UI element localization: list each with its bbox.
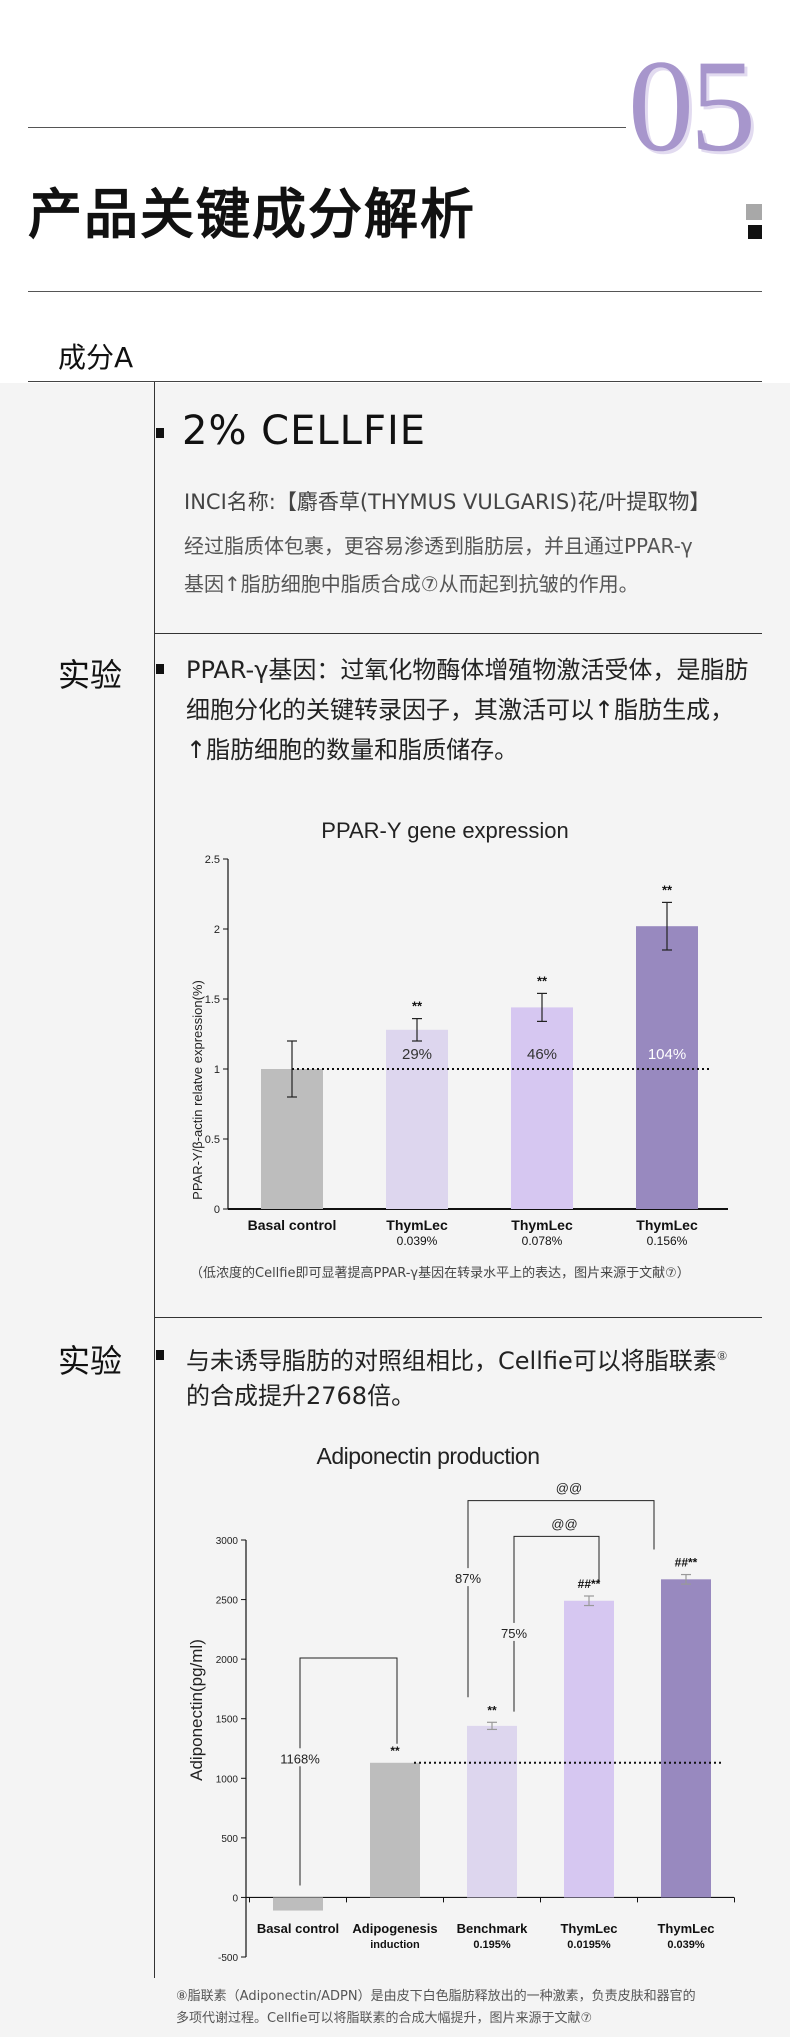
category-sublabel: 0.039%: [667, 1939, 705, 1951]
comparison-bracket: [299, 1657, 398, 1886]
category-sublabel: induction: [370, 1939, 420, 1951]
comparison-label: 87%: [455, 1571, 481, 1586]
y-tick-label: -500: [218, 1953, 238, 1964]
comparison-top-label: @@: [551, 1516, 577, 1531]
category-label: Basal control: [248, 1217, 337, 1233]
bar: [511, 1007, 573, 1209]
section-number: 05: [628, 32, 756, 179]
significance-label: ##**: [578, 1577, 601, 1591]
y-tick-label: 2000: [216, 1655, 239, 1666]
bar: [370, 1762, 420, 1898]
section-label: 成分A: [58, 341, 134, 374]
category-sublabel: 0.156%: [647, 1234, 688, 1248]
significance-label: ##**: [675, 1556, 698, 1570]
header-rule-top: [28, 127, 626, 128]
bar: [467, 1725, 517, 1898]
chart1-ylabel: PPAR-Υ/β-actin relatve expression(%): [190, 980, 205, 1200]
adiponectin-chart: Adiponectin production Adiponectin(pg/ml…: [187, 1443, 735, 1964]
category-sublabel: 0.0195%: [567, 1939, 611, 1951]
category-label: ThymLec: [657, 1921, 714, 1936]
bracket-label-bg: [492, 1622, 536, 1641]
chart1-title: PPAR-Υ gene expression: [321, 818, 568, 843]
category-label: ThymLec: [511, 1217, 573, 1233]
category-label: Adipogenesis: [352, 1921, 437, 1936]
y-tick-label: 2500: [216, 1596, 239, 1607]
bracket-label-bg: [446, 1568, 490, 1587]
category-label: Benchmark: [457, 1921, 529, 1936]
bar-percent-label: 46%: [527, 1046, 557, 1063]
bar: [273, 1897, 323, 1911]
significance-label: **: [412, 999, 423, 1014]
experiment1-bullet: [156, 664, 164, 674]
y-tick-label: 3000: [216, 1536, 239, 1547]
y-tick-label: 2.5: [205, 854, 220, 866]
bar: [386, 1029, 448, 1209]
experiment1-label: 实验: [58, 656, 123, 694]
y-tick-label: 1500: [216, 1715, 239, 1726]
experiment1-divider: [154, 634, 155, 1317]
comparison-label: 75%: [501, 1626, 527, 1641]
y-tick-label: 2: [214, 924, 220, 936]
ppar-chart: PPAR-Υ gene expression PPAR-Υ/β-actin re…: [190, 818, 728, 1248]
comparison-top-label: @@: [556, 1481, 582, 1496]
experiment2-caption-line2: 多项代谢过程。Cellfie可以将脂联素的合成大幅提升，图片来源于文献⑦: [176, 2011, 593, 2026]
comparison-bracket: [467, 1500, 655, 1698]
experiment1-caption: （低浓度的Cellfie即可显著提高PPAR-γ基因在转录水平上的表达，图片来源…: [190, 1266, 690, 1281]
header-rule-bottom: [28, 291, 762, 292]
experiment2-text-line2: 的合成提升2768倍。: [186, 1382, 416, 1410]
ingredient-description-line2: 基因↑脂肪细胞中脂质合成⑦从而起到抗皱的作用。: [184, 572, 639, 596]
experiment2-text: 与未诱导脂肪的对照组相比，Cellfie可以将脂联素: [186, 1347, 717, 1375]
experiment1-rule: [154, 1317, 762, 1318]
y-tick-label: 1: [214, 1064, 220, 1076]
ingredient-rule: [154, 633, 762, 634]
chart2-marks: Basal control ** Adipogenesis induction ** Be…: [257, 1481, 724, 1951]
experiment2-bullet: [156, 1350, 164, 1360]
experiment2-caption-line1: ⑧脂联素（Adiponectin/ADPN）是由皮下白色脂肪释放出的一种激素，负…: [176, 1989, 696, 2004]
experiment1-text-line1: PPAR-γ基因：过氧化物酶体增殖物激活受体，是脂肪: [186, 656, 749, 684]
ingredient-name: 2% CELLFIE: [182, 408, 427, 454]
bracket-label-bg: [278, 1748, 322, 1767]
black-square-decoration: [748, 225, 762, 239]
significance-label: **: [537, 973, 548, 988]
y-tick-label: 1.5: [205, 994, 220, 1006]
bar: [661, 1579, 711, 1898]
ingredient-bullet: [156, 428, 164, 438]
ingredient-description-line1: 经过脂质体包裹，更容易渗透到脂肪层，并且通过PPAR-γ: [184, 534, 693, 558]
bar: [636, 926, 698, 1209]
significance-label: **: [662, 882, 673, 897]
bar-percent-label: 104%: [648, 1046, 686, 1063]
chart2-title: Adiponectin production: [317, 1443, 540, 1469]
y-tick-label: 1000: [216, 1774, 239, 1785]
category-sublabel: 0.195%: [473, 1939, 511, 1951]
experiment1-text-line3: ↑脂肪细胞的数量和脂质储存。: [186, 736, 519, 764]
grey-square-decoration: [746, 204, 762, 220]
section-rule: [28, 381, 762, 382]
category-label: Basal control: [257, 1921, 339, 1936]
ingredient-inci: INCI名称:【麝香草(THYMUS VULGARIS)花/叶提取物】: [184, 490, 711, 514]
footnote-marker: ⑧: [716, 1349, 728, 1363]
experiment2-text-line1: 与未诱导脂肪的对照组相比，Cellfie可以将脂联素⑧: [186, 1336, 728, 1381]
experiment2-divider: [154, 1318, 155, 1978]
page-title: 产品关键成分解析: [28, 183, 476, 246]
ingredient-divider: [154, 382, 155, 633]
category-label: ThymLec: [636, 1217, 698, 1233]
experiment2-label: 实验: [58, 1342, 123, 1380]
category-sublabel: 0.039%: [397, 1234, 438, 1248]
category-sublabel: 0.078%: [522, 1234, 563, 1248]
y-tick-label: 500: [221, 1834, 238, 1845]
significance-label: **: [390, 1744, 400, 1758]
y-tick-label: 0: [214, 1204, 220, 1216]
chart1-marks: Basal control**29%ThymLec0.039%**46%Thym…: [248, 882, 712, 1248]
bar-percent-label: 29%: [402, 1046, 432, 1063]
experiment1-text-line2: 细胞分化的关键转录因子，其激活可以↑脂肪生成，: [186, 696, 735, 724]
y-tick-label: 0.5: [205, 1134, 220, 1146]
category-label: ThymLec: [386, 1217, 448, 1233]
category-label: ThymLec: [560, 1921, 617, 1936]
chart2-axes: -500 0 500 1000 1500 2000 2500 3000: [216, 1536, 735, 1964]
comparison-label: 1168%: [280, 1751, 320, 1766]
y-tick-label: 0: [232, 1893, 238, 1904]
chart2-ylabel: Adiponectin(pg/ml): [187, 1639, 206, 1781]
significance-label: **: [487, 1703, 497, 1717]
bar: [564, 1600, 614, 1898]
